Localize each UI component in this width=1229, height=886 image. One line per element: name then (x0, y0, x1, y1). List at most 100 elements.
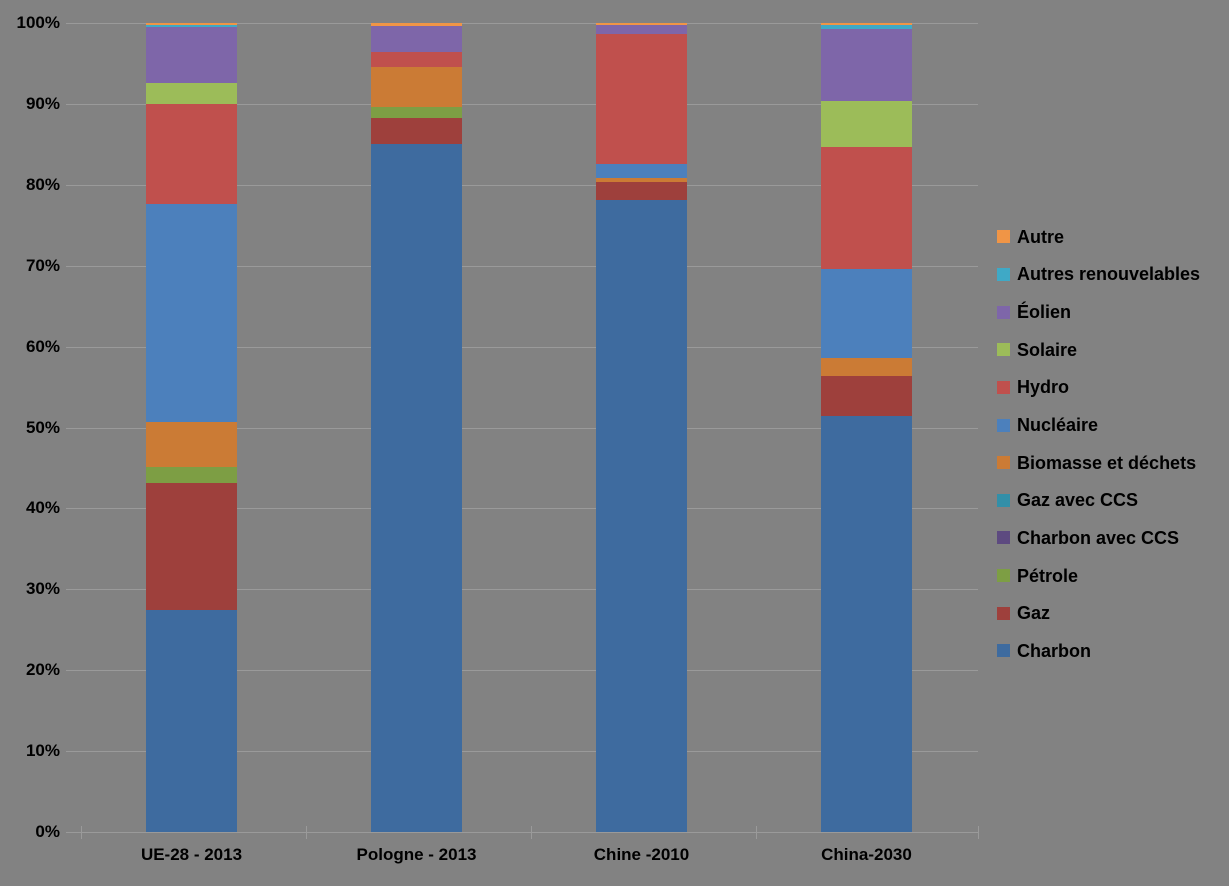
bar-segment-Autres renouvelables (146, 25, 237, 28)
gridline (66, 346, 978, 348)
bar-segment-Autre (146, 23, 237, 26)
x-axis-label: Pologne - 2013 (356, 845, 477, 864)
legend-label: Autre (1017, 226, 1065, 247)
legend-swatch (997, 230, 1010, 244)
x-axis-tick (81, 826, 82, 839)
gridline (66, 23, 978, 24)
bar-segment-Gaz (371, 118, 462, 145)
legend-label: Charbon avec CCS (1017, 527, 1180, 548)
legend-label: Charbon (1017, 640, 1091, 661)
bar-segment-Pétrole (146, 467, 237, 484)
y-axis-label: 20% (25, 660, 60, 680)
legend-item-Biomasse et déchets: Biomasse et déchets (997, 444, 1200, 482)
x-axis-tick (756, 826, 757, 839)
legend-item-Éolien: Éolien (997, 293, 1200, 331)
gridline (66, 184, 978, 186)
bar-segment-Autres renouvelables (821, 25, 912, 29)
bar-segment-Éolien (146, 27, 237, 83)
legend: Autre Autres renouvelables Éolien Solaire Hy… (997, 218, 1200, 670)
x-axis-label: Chine -2010 (593, 845, 690, 864)
legend-item-Autres renouvelables: Autres renouvelables (997, 256, 1200, 294)
bar-segment-Hydro (596, 33, 687, 164)
legend-swatch (997, 456, 1010, 470)
gridline (66, 427, 978, 429)
x-axis-line (66, 832, 978, 833)
legend-item-Gaz avec CCS: Gaz avec CCS (997, 481, 1200, 519)
legend-label: Autres renouvelables (1017, 264, 1201, 285)
x-axis-tick (531, 826, 532, 839)
legend-swatch (997, 267, 1010, 281)
legend-swatch (997, 493, 1010, 507)
bar-segment-Nucléaire (596, 163, 687, 179)
y-axis-label: 70% (25, 255, 60, 275)
y-axis-label: 50% (25, 417, 60, 437)
legend-label: Pétrole (1017, 565, 1079, 586)
bar-segment-Hydro (821, 146, 912, 269)
x-axis-tick (306, 826, 307, 839)
legend-swatch (997, 305, 1010, 319)
legend-swatch (997, 380, 1010, 394)
y-axis-label: 60% (25, 336, 60, 356)
bar-segment-Autre (596, 23, 687, 26)
legend-item-Pétrole: Pétrole (997, 557, 1200, 595)
legend-label: Éolien (1017, 302, 1072, 323)
y-axis-label: 100% (16, 13, 60, 32)
legend-label: Biomasse et déchets (1017, 452, 1197, 473)
bar-segment-Biomasse et déchets (596, 178, 687, 183)
legend-swatch (997, 644, 1010, 658)
legend-item-Hydro: Hydro (997, 369, 1200, 407)
y-axis-label: 90% (25, 93, 60, 113)
legend-swatch (997, 531, 1010, 545)
bar-segment-Autre (821, 23, 912, 26)
y-axis-label: 0% (35, 822, 60, 841)
legend-label: Solaire (1017, 339, 1078, 360)
bar-segment-Éolien (821, 28, 912, 101)
bar-Pologne - 2013 (371, 23, 462, 832)
legend-item-Charbon: Charbon (997, 632, 1200, 670)
legend-label: Gaz (1017, 603, 1051, 624)
x-axis-label: China-2030 (821, 845, 912, 864)
bar-segment-Biomasse et déchets (371, 66, 462, 108)
bar-segment-Biomasse et déchets (821, 357, 912, 376)
bar-segment-Gaz (596, 182, 687, 201)
bar-segment-Hydro (146, 103, 237, 205)
bar-segment-Solaire (821, 100, 912, 147)
bar-Chine -2010 (596, 23, 687, 832)
y-axis-label: 80% (25, 174, 60, 194)
bar-segment-Gaz (821, 375, 912, 417)
bar-segment-Charbon (371, 144, 462, 832)
bar-segment-Pétrole (371, 107, 462, 119)
gridline (66, 508, 978, 510)
bar-segment-Biomasse et déchets (146, 421, 237, 468)
bar-segment-Gaz (146, 483, 237, 610)
gridline (66, 670, 978, 672)
bar-segment-Éolien (371, 25, 462, 53)
bar-segment-Éolien (596, 25, 687, 34)
y-axis-label: 30% (25, 579, 60, 599)
legend-label: Hydro (1017, 377, 1070, 398)
legend-item-Nucléaire: Nucléaire (997, 406, 1200, 444)
bar-UE-28 - 2013 (146, 23, 237, 832)
legend-label: Nucléaire (1017, 415, 1099, 436)
legend-swatch (997, 569, 1010, 583)
bar-segment-Charbon (146, 609, 237, 832)
bar-segment-Charbon (821, 416, 912, 832)
legend-label: Gaz avec CCS (1017, 490, 1139, 511)
y-axis-label: 10% (25, 741, 60, 761)
bar-segment-Hydro (371, 52, 462, 67)
bar-segment-Nucléaire (821, 268, 912, 358)
gridline (66, 589, 978, 591)
gridline (66, 751, 978, 753)
bar-segment-Autre (371, 23, 462, 26)
legend-item-Charbon avec CCS: Charbon avec CCS (997, 519, 1200, 557)
x-axis-tick (978, 826, 979, 839)
y-axis-label: 40% (25, 498, 60, 518)
bar-China-2030 (821, 23, 912, 832)
bar-segment-Nucléaire (146, 204, 237, 422)
bar-segment-Charbon (596, 200, 687, 832)
x-axis-label: UE-28 - 2013 (140, 845, 243, 864)
bar-segment-Solaire (146, 82, 237, 104)
gridline (66, 103, 978, 105)
legend-swatch (997, 418, 1010, 432)
